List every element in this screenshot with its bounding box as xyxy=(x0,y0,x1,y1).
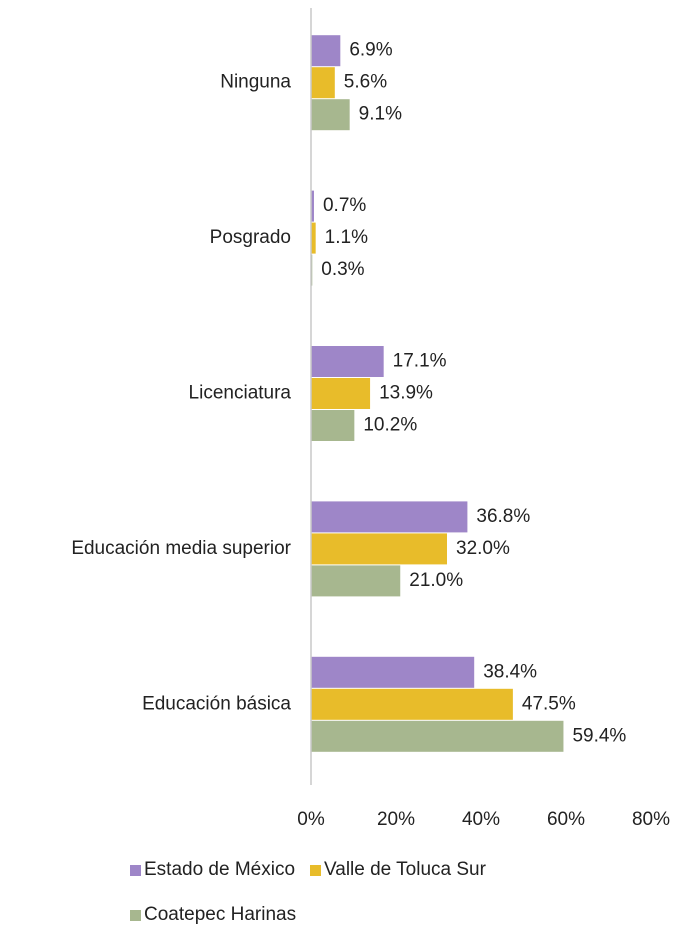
legend-swatch xyxy=(130,865,141,876)
value-label: 17.1% xyxy=(393,351,447,372)
value-label: 0.3% xyxy=(321,259,364,280)
value-label: 9.1% xyxy=(359,104,402,125)
y-tick-label: Educación media superior xyxy=(71,538,291,559)
bar xyxy=(311,720,564,752)
value-label: 21.0% xyxy=(409,570,463,591)
bar xyxy=(311,67,335,99)
legend-label: Estado de México xyxy=(144,859,295,880)
value-label: 10.2% xyxy=(363,415,417,436)
legend-swatch xyxy=(310,865,321,876)
bar xyxy=(311,501,468,533)
value-label: 32.0% xyxy=(456,538,510,559)
y-tick-label: Licenciatura xyxy=(189,383,292,404)
x-tick-label: 80% xyxy=(632,809,670,830)
bar xyxy=(311,99,350,131)
bar xyxy=(311,533,447,565)
legend-label: Valle de Toluca Sur xyxy=(324,859,487,880)
x-tick-label: 60% xyxy=(547,809,585,830)
bar xyxy=(311,656,475,688)
bar xyxy=(311,190,314,222)
x-tick-label: 40% xyxy=(462,809,500,830)
legend-swatch xyxy=(130,910,141,921)
value-label: 47.5% xyxy=(522,693,576,714)
value-label: 5.6% xyxy=(344,72,387,93)
x-tick-label: 20% xyxy=(377,809,415,830)
y-tick-label: Ninguna xyxy=(220,72,291,93)
value-label: 36.8% xyxy=(476,506,530,527)
bar xyxy=(311,565,401,597)
value-label: 0.7% xyxy=(323,195,366,216)
value-label: 59.4% xyxy=(572,725,626,746)
y-tick-label: Educación básica xyxy=(142,693,291,714)
bar xyxy=(311,378,371,409)
bar xyxy=(311,35,341,67)
bar xyxy=(311,346,384,377)
value-label: 6.9% xyxy=(349,40,392,61)
value-label: 1.1% xyxy=(325,227,368,248)
value-label: 13.9% xyxy=(379,383,433,404)
bar xyxy=(311,410,355,441)
y-tick-label: Posgrado xyxy=(210,227,291,248)
value-label: 38.4% xyxy=(483,661,537,682)
bar xyxy=(311,688,513,720)
bar xyxy=(311,222,316,254)
legend-label: Coatepec Harinas xyxy=(144,904,296,925)
x-tick-label: 0% xyxy=(297,809,325,830)
